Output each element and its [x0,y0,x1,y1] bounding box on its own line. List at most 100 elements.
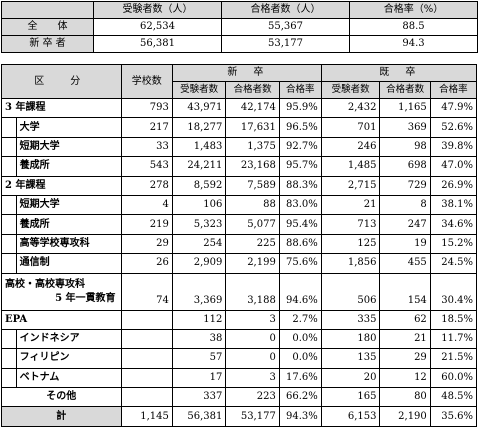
value-cell: 1,483 [171,136,227,158]
value-cell [120,387,173,408]
table-row: 養成所 219 5,323 5,077 95.4% 713 247 34.6% [1,214,478,235]
indent-cell [1,233,17,255]
row-label: フィリピン [15,348,122,369]
row-label-line-2: 5 年一貫教育 [55,292,116,304]
value-cell: 88 [225,194,280,216]
value-cell: 278 [120,175,173,196]
indent-cell [1,253,17,274]
value-cell: 12 [379,367,431,389]
header-sub-3: 受験者数 [320,81,381,99]
header-sub-4: 合格者数 [379,81,431,99]
indent-cell [1,117,17,138]
row-label: EPA [1,309,122,330]
value-cell: 2,190 [379,406,431,427]
table-row: 計 1,145 56,381 53,177 94.3% 6,153 2,190 35.6% [1,406,478,427]
value-cell: 24,211 [171,156,227,177]
table-row: 高等学校専攻科 29 254 225 88.6% 125 19 15.2% [1,233,478,255]
value-cell: 7,589 [225,175,280,196]
row-label: ベトナム [15,367,122,389]
value-cell: 18,277 [171,117,227,138]
value-cell: 3,369 [171,272,227,311]
value-cell: 135 [320,348,381,369]
header-sub-0: 受験者数 [171,81,227,99]
value-cell: 17,631 [225,117,280,138]
indent-cell [1,367,17,389]
value-cell: 62 [379,309,431,330]
value-cell: 30.4% [429,272,478,311]
value-cell: 21.5% [429,348,478,369]
row-label: 2 年課程 [1,175,122,196]
value-cell: 47.9% [429,97,478,119]
value-cell: 1,165 [379,97,431,119]
value-cell: 24.5% [429,253,478,274]
row-label: 高校・高校専攻科 5 年一貫教育 [1,272,122,311]
value-cell: 3 [225,367,280,389]
value-cell: 17.6% [278,367,322,389]
value-cell: 1,145 [120,406,173,427]
value-cell: 11.7% [429,328,478,350]
summary-row-label: 新 卒 者 [1,35,94,53]
value-cell: 0.0% [278,348,322,369]
table-row: 通信制 26 2,909 2,199 75.6% 1,856 455 24.5% [1,253,478,274]
value-cell: 47.0% [429,156,478,177]
value-cell: 20 [320,367,381,389]
row-label: 通信制 [15,253,122,274]
value-cell: 95.9% [278,97,322,119]
value-cell: 35.6% [429,406,478,427]
row-label-total: 計 [1,406,122,427]
value-cell: 125 [320,233,381,255]
value-cell: 43,971 [171,97,227,119]
table-row: 養成所 543 24,211 23,168 95.7% 1,485 698 47.0% [1,156,478,177]
value-cell: 5,323 [171,214,227,235]
table-row: 高校・高校専攻科 5 年一貫教育 74 3,369 3,188 94.6% 506 154 30… [1,272,478,311]
value-cell: 66.2% [278,387,322,408]
header-category: 区 分 [1,64,122,99]
value-cell: 53,177 [225,406,280,427]
row-label: その他 [1,387,122,408]
indent-cell [1,194,17,216]
summary-value-cell: 55,367 [221,18,350,36]
value-cell: 94.6% [278,272,322,311]
value-cell: 26 [120,253,173,274]
header-new-grad: 新 卒 [171,64,322,82]
value-cell: 225 [225,233,280,255]
value-cell: 1,485 [320,156,381,177]
value-cell: 217 [120,117,173,138]
value-cell: 0.0% [278,328,322,350]
value-cell: 6,153 [320,406,381,427]
summary-value-cell: 94.3 [349,35,478,53]
value-cell: 96.5% [278,117,322,138]
summary-row: 全 体 62,534 55,367 88.5 [1,18,478,36]
row-label-line: EPA [5,313,28,325]
summary-value-cell: 62,534 [93,18,222,36]
value-cell [120,328,173,350]
value-cell: 39.8% [429,136,478,158]
value-cell: 94.3% [278,406,322,427]
indent-cell [1,136,17,158]
table-row: EPA 112 3 2.7% 335 62 18.5% [1,309,478,330]
indent-cell [1,214,17,235]
value-cell: 246 [320,136,381,158]
value-cell: 0 [225,328,280,350]
value-cell: 4 [120,194,173,216]
value-cell: 8,592 [171,175,227,196]
value-cell: 455 [379,253,431,274]
value-cell: 1,375 [225,136,280,158]
header-existing: 既 卒 [320,64,478,82]
row-label: インドネシア [15,328,122,350]
table-row: フィリピン 57 0 0.0% 135 29 21.5% [1,348,478,369]
row-label: 高等学校専攻科 [15,233,122,255]
value-cell: 2,199 [225,253,280,274]
value-cell: 5,077 [225,214,280,235]
value-cell: 38 [171,328,227,350]
value-cell: 2,432 [320,97,381,119]
value-cell: 793 [120,97,173,119]
table-row: 大学 217 18,277 17,631 96.5% 701 369 52.6% [1,117,478,138]
value-cell: 42,174 [225,97,280,119]
summary-header-cell: 合格者数（人） [221,1,350,19]
summary-header-row: 受験者数（人） 合格者数（人） 合格率（%） [1,1,478,19]
value-cell: 223 [225,387,280,408]
value-cell: 95.7% [278,156,322,177]
header-sub-2: 合格率 [278,81,322,99]
main-header-row-1: 区 分学校数新 卒既 卒 [1,64,478,99]
